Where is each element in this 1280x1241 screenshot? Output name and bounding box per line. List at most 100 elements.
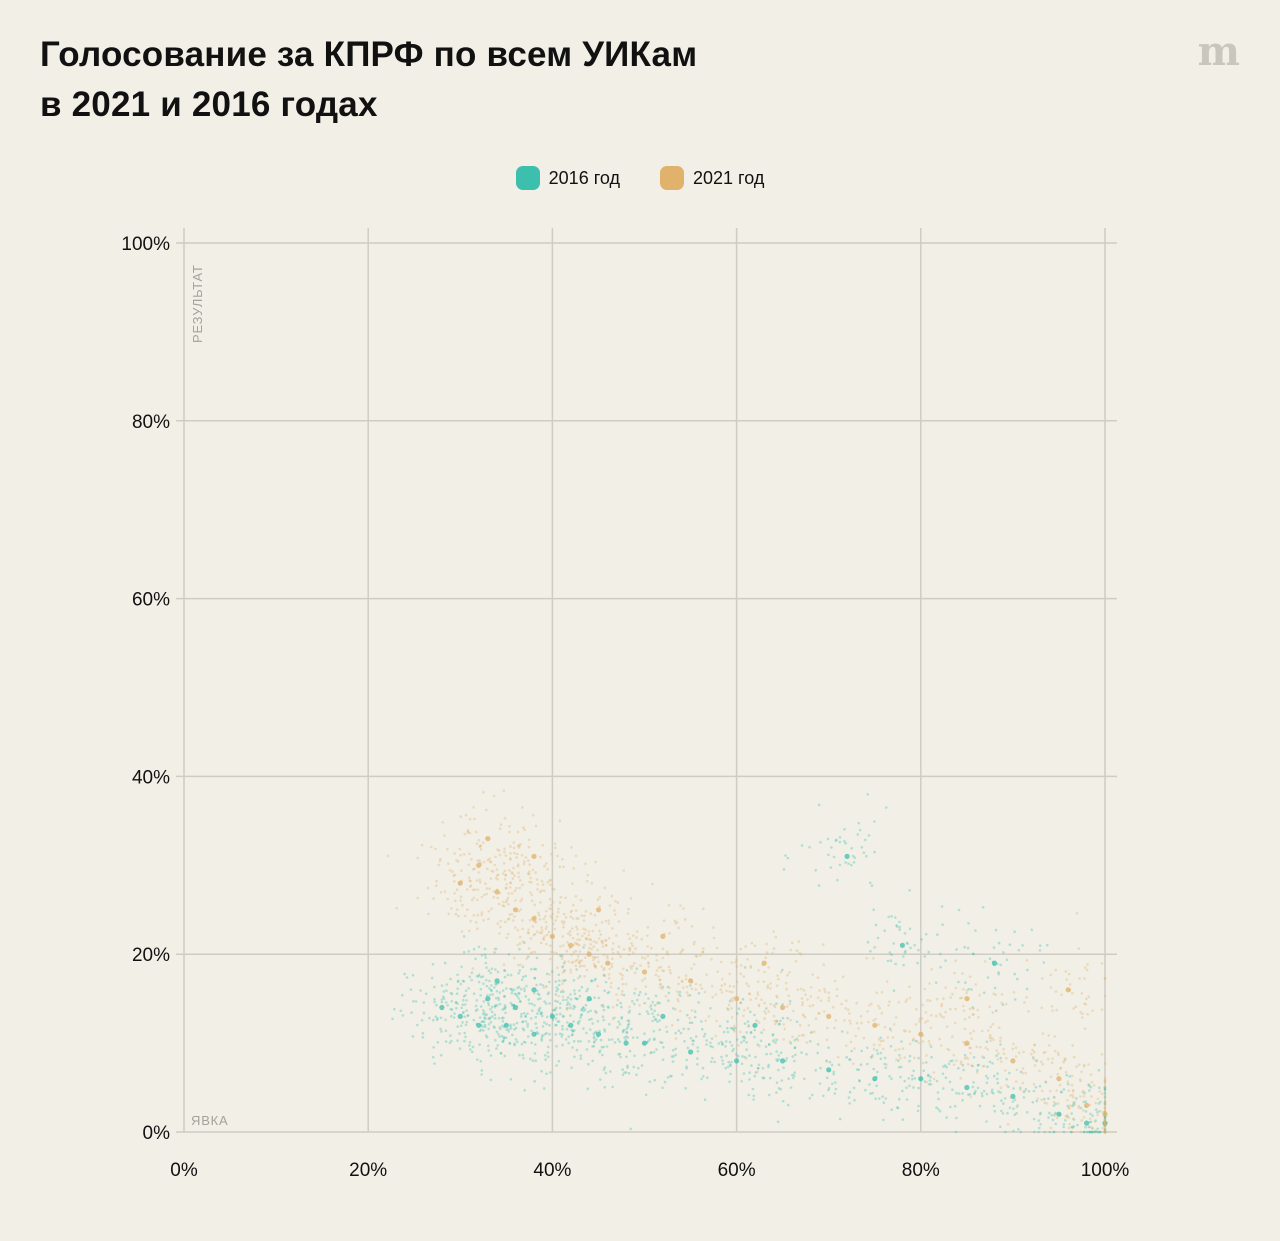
scatter-dot: [538, 1006, 542, 1010]
scatter-dot: [1005, 958, 1009, 962]
scatter-dot: [890, 1077, 893, 1080]
scatter-dot: [803, 1016, 807, 1019]
scatter-dot: [867, 1020, 870, 1024]
scatter-dot: [905, 1086, 908, 1090]
scatter-dot: [479, 844, 483, 847]
scatter-dot: [984, 1074, 988, 1078]
scatter-dot: [728, 1080, 731, 1084]
scatter-dot: [1094, 1129, 1097, 1133]
scatter-dot: [1092, 1084, 1096, 1087]
scatter-dot: [540, 880, 544, 883]
scatter-dot: [670, 1055, 674, 1058]
scatter-dot: [1063, 1057, 1067, 1060]
scatter-dot: [528, 880, 531, 884]
scatter-dot: [598, 929, 601, 933]
scatter-dot: [834, 1081, 837, 1084]
scatter-dot: [1103, 1129, 1107, 1132]
scatter-dot: [511, 989, 514, 993]
scatter-dot: [533, 932, 537, 936]
scatter-dot: [471, 967, 475, 970]
scatter-dot: [1057, 1102, 1060, 1105]
scatter-dot: [1072, 1055, 1076, 1059]
scatter-dot: [982, 1089, 986, 1093]
scatter-dot: [774, 935, 778, 939]
scatter-dot: [823, 987, 826, 991]
scatter-dot: [566, 996, 570, 999]
scatter-dot: [863, 838, 867, 842]
scatter-dot: [1103, 1086, 1107, 1090]
scatter-dot: [1094, 1130, 1098, 1134]
scatter-dot: [467, 950, 471, 953]
scatter-dot: [521, 1020, 524, 1024]
scatter-dot: [555, 1064, 558, 1067]
scatter-dot: [479, 994, 483, 997]
scatter-dot: [896, 1106, 899, 1109]
scatter-dot: [737, 1007, 741, 1010]
scatter-dot: [627, 953, 631, 956]
scatter-dot: [969, 1046, 972, 1050]
scatter-dot: [1088, 1130, 1092, 1134]
scatter-dot: [538, 890, 542, 894]
scatter-dot: [527, 859, 530, 862]
scatter-dot: [927, 1073, 930, 1077]
scatter-dot: [746, 958, 749, 961]
scatter-dot: [775, 1020, 778, 1024]
scatter-dot: [488, 860, 492, 863]
scatter-dot: [522, 975, 525, 979]
scatter-dot: [733, 1024, 736, 1028]
scatter-dot: [757, 1021, 761, 1024]
scatter-dot: [463, 1015, 467, 1018]
scatter-dot: [517, 972, 520, 975]
scatter-dot: [529, 937, 533, 940]
scatter-dot: [463, 914, 467, 918]
scatter-dot: [554, 1033, 558, 1036]
scatter-dot: [575, 942, 579, 945]
scatter-dot: [876, 1052, 879, 1055]
scatter-dot: [587, 933, 591, 937]
scatter-dot: [1103, 1088, 1107, 1092]
scatter-dot: [393, 1007, 396, 1011]
scatter-dot: [518, 992, 521, 995]
scatter-dot: [954, 1007, 957, 1011]
scatter-dot: [728, 990, 731, 993]
scatter-dot: [979, 1045, 982, 1049]
scatter-dot: [710, 984, 714, 988]
scatter-dot: [1033, 1064, 1037, 1067]
scatter-point: [1102, 1120, 1108, 1126]
scatter-dot: [414, 1000, 418, 1003]
scatter-dot: [1085, 997, 1088, 1001]
scatter-dot: [601, 1015, 605, 1018]
scatter-dot: [1103, 1130, 1107, 1134]
scatter-dot: [959, 996, 962, 1000]
scatter-dot: [660, 1041, 664, 1044]
scatter-dot: [484, 1034, 488, 1037]
scatter-dot: [525, 984, 528, 988]
scatter-dot: [874, 923, 878, 927]
scatter-dot: [869, 1056, 873, 1059]
scatter-dot: [1082, 1089, 1085, 1093]
scatter-dot: [602, 1045, 605, 1049]
scatter-dot: [607, 1038, 611, 1041]
scatter-dot: [453, 1012, 456, 1015]
scatter-dot: [669, 971, 672, 975]
scatter-dot: [493, 1005, 497, 1009]
scatter-dot: [575, 997, 578, 1001]
scatter-dot: [557, 994, 560, 998]
scatter-dot: [597, 960, 600, 964]
scatter-dot: [959, 1076, 962, 1080]
scatter-dot: [994, 1009, 998, 1013]
scatter-dot: [572, 943, 576, 947]
scatter-dot: [578, 989, 581, 992]
scatter-dot: [467, 876, 471, 880]
scatter-dot: [626, 1066, 629, 1069]
scatter-dot: [1012, 1042, 1015, 1046]
scatter-dot: [555, 986, 558, 989]
scatter-dot: [766, 984, 770, 987]
scatter-point: [549, 1013, 556, 1020]
scatter-dot: [889, 1029, 893, 1032]
scatter-dot: [1051, 1009, 1054, 1012]
scatter-dot: [771, 1034, 775, 1037]
scatter-dot: [793, 1038, 797, 1042]
scatter-dot: [579, 1054, 583, 1057]
